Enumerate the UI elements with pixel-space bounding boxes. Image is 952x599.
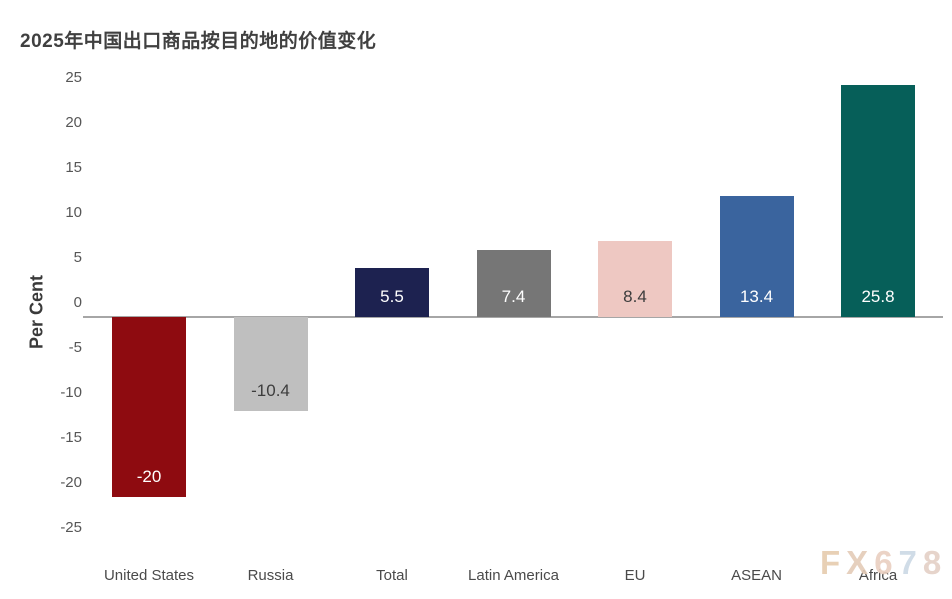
- x-category-label: Russia: [247, 567, 294, 584]
- bar-united-states: -20: [112, 317, 186, 497]
- y-tick-label: 20: [65, 114, 82, 131]
- y-tick-label: -25: [60, 519, 82, 536]
- watermark-letter: 7: [898, 544, 923, 581]
- bar-total: 5.5: [355, 267, 429, 317]
- y-tick-label: -10: [60, 384, 82, 401]
- bar-value-label: -20: [136, 467, 162, 486]
- bar-value-label: -10.4: [251, 380, 290, 400]
- x-category-label: Total: [376, 567, 408, 584]
- y-tick-label: 25: [65, 69, 82, 86]
- x-category-label: ASEAN: [731, 567, 782, 584]
- bar-russia: -10.4: [233, 317, 308, 411]
- y-tick-label: -15: [60, 429, 82, 446]
- x-category-label: Africa: [858, 567, 898, 584]
- y-tick-label: -20: [60, 474, 82, 491]
- bar-latin-america: 7.4: [476, 250, 551, 317]
- y-tick-label: 0: [73, 294, 82, 311]
- zero-axis-line: [83, 316, 943, 318]
- y-tick-label: 5: [73, 249, 82, 266]
- y-tick-label: -5: [68, 339, 82, 356]
- bar-asean: 13.4: [719, 196, 794, 317]
- chart-title: 2025年中国出口商品按目的地的价值变化: [20, 31, 377, 52]
- watermark-fx678: FX678: [820, 544, 947, 582]
- bar-africa: 25.8: [841, 84, 915, 317]
- y-tick-label: 10: [65, 204, 82, 221]
- bar-value-label: 5.5: [380, 287, 404, 306]
- bar-value-label: 8.4: [623, 286, 647, 306]
- y-axis-title: Per Cent: [26, 274, 47, 350]
- x-category-label: United States: [103, 567, 195, 584]
- watermark-letter: 6: [874, 544, 899, 581]
- bar-eu: 8.4: [598, 241, 672, 317]
- x-category-label: Latin America: [468, 567, 559, 584]
- watermark-letter: 8: [922, 544, 948, 581]
- y-tick-label: 15: [65, 159, 82, 176]
- bar-value-label: 25.8: [861, 286, 895, 306]
- x-category-label: EU: [624, 567, 646, 584]
- bar-value-label: 7.4: [501, 286, 526, 306]
- watermark-letter: X: [846, 544, 875, 581]
- watermark-letter: F: [820, 544, 847, 581]
- bar-value-label: 13.4: [739, 286, 774, 306]
